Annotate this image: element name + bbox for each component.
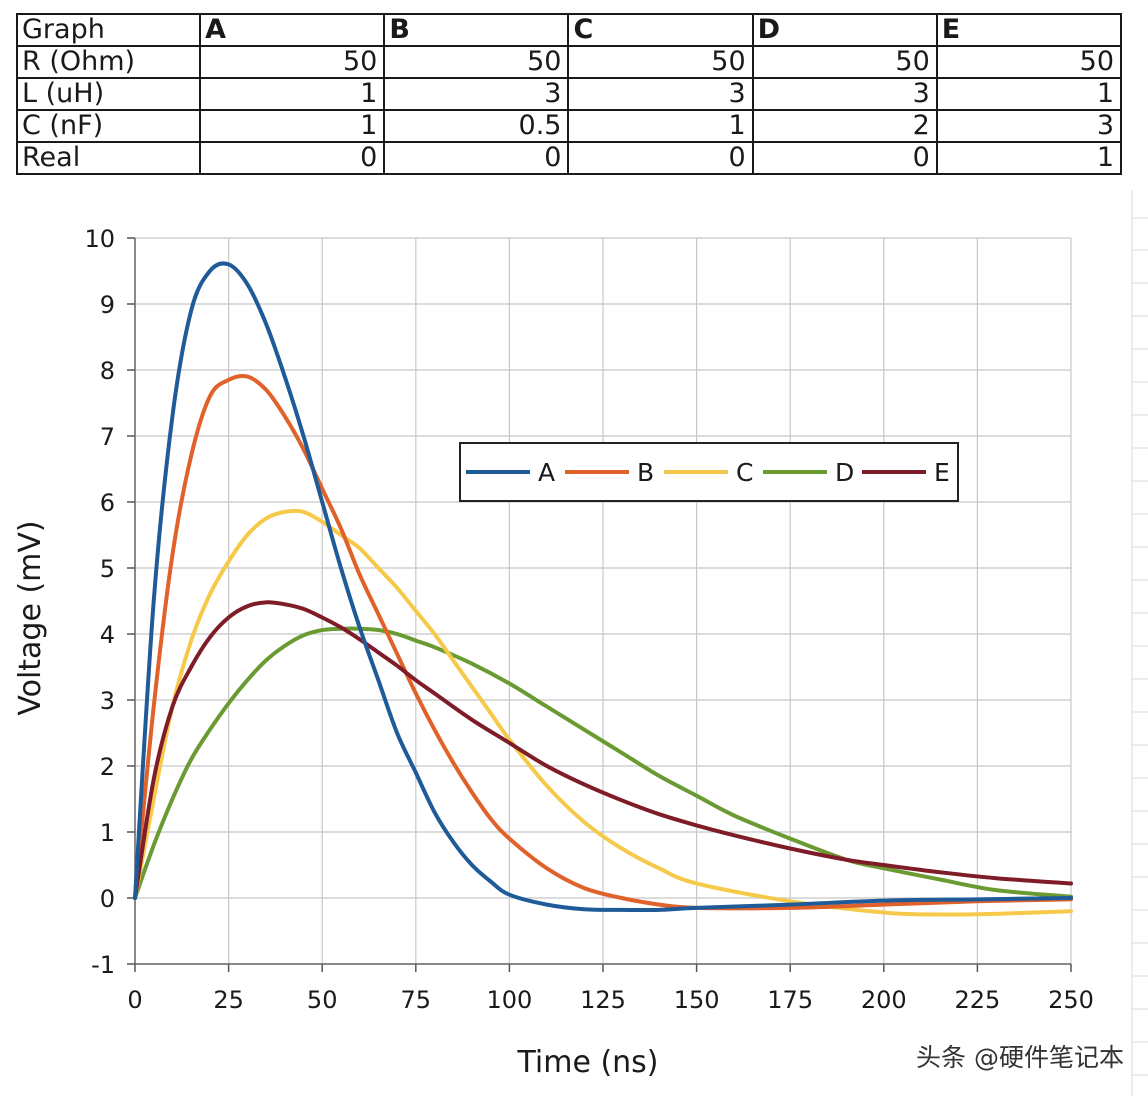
table-cell[interactable]: 1 [935, 77, 1123, 111]
legend-label-c: C [736, 458, 753, 487]
table-cell[interactable]: 1 [935, 141, 1123, 175]
x-tick-label: 150 [674, 986, 720, 1014]
table-header-cell[interactable]: C [567, 13, 754, 47]
table-cell[interactable]: 0 [751, 141, 938, 175]
y-tick-label: 7 [100, 423, 115, 451]
row-label-cell[interactable]: C (nF) [15, 109, 202, 143]
x-tick-label: 125 [580, 986, 626, 1014]
y-tick-label: 6 [100, 489, 115, 517]
series-line-e [133, 600, 1073, 900]
y-tick-label: -1 [91, 951, 115, 979]
table-cell[interactable]: 50 [751, 45, 938, 79]
table-cell[interactable]: 0 [567, 141, 754, 175]
x-tick-label: 175 [767, 986, 813, 1014]
y-tick-label: 10 [84, 225, 115, 253]
table-cell[interactable]: 0.5 [383, 109, 570, 143]
table-row: L (uH) 1 3 3 3 1 [15, 77, 1123, 111]
table-header-cell[interactable]: D [751, 13, 938, 47]
table-cell[interactable]: 3 [567, 77, 754, 111]
x-tick-label: 75 [401, 986, 432, 1014]
legend-label-e: E [934, 458, 950, 487]
table-cell[interactable]: 3 [383, 77, 570, 111]
table-row: C (nF) 1 0.5 1 2 3 [15, 109, 1123, 143]
series-line-c [133, 508, 1073, 917]
x-tick-label: 250 [1048, 986, 1094, 1014]
row-label-cell[interactable]: L (uH) [15, 77, 202, 111]
x-tick-label: 50 [307, 986, 338, 1014]
table-header-cell[interactable]: A [199, 13, 386, 47]
table-cell[interactable]: 0 [199, 141, 386, 175]
parameters-table: Graph A B C D E R (Ohm) 50 50 50 50 50 L… [15, 13, 1123, 175]
y-tick-label: 5 [100, 555, 115, 583]
y-tick-label: 8 [100, 357, 115, 385]
y-tick-label: 3 [100, 687, 115, 715]
chart-series [133, 261, 1073, 917]
table-cell[interactable]: 50 [567, 45, 754, 79]
table-header-cell[interactable]: E [935, 13, 1123, 47]
table-header-row: Graph A B C D E [15, 13, 1123, 47]
table-cell[interactable]: 0 [383, 141, 570, 175]
x-tick-label: 0 [127, 986, 142, 1014]
table-cell[interactable]: 3 [935, 109, 1123, 143]
table-cell[interactable]: 1 [199, 77, 386, 111]
x-tick-label: 225 [954, 986, 1000, 1014]
legend-label-a: A [538, 458, 555, 487]
y-tick-label: 9 [100, 291, 115, 319]
x-tick-label: 25 [213, 986, 244, 1014]
row-label-cell[interactable]: Real [15, 141, 202, 175]
row-label-cell[interactable]: R (Ohm) [15, 45, 202, 79]
y-tick-label: 2 [100, 753, 115, 781]
series-line-d [133, 626, 1073, 900]
legend-label-d: D [835, 458, 854, 487]
table-cell[interactable]: 1 [199, 109, 386, 143]
table-cell[interactable]: 3 [751, 77, 938, 111]
table-row: R (Ohm) 50 50 50 50 50 [15, 45, 1123, 79]
y-axis-label: Voltage (mV) [13, 520, 48, 715]
y-tick-label: 0 [100, 885, 115, 913]
table-cell[interactable]: 50 [935, 45, 1123, 79]
table-cell[interactable]: 50 [199, 45, 386, 79]
x-tick-label: 200 [861, 986, 907, 1014]
table-cell[interactable]: 50 [383, 45, 570, 79]
table-row: Real 0 0 0 0 1 [15, 141, 1123, 175]
table-cell[interactable]: 2 [751, 109, 938, 143]
legend-label-b: B [637, 458, 654, 487]
series-line-a [133, 261, 1073, 913]
y-tick-label: 4 [100, 621, 115, 649]
chart-legend: A B C D E [459, 442, 959, 502]
table-header-cell[interactable]: B [383, 13, 570, 47]
table-header-cell[interactable]: Graph [15, 13, 202, 47]
table-cell[interactable]: 1 [567, 109, 754, 143]
x-tick-label: 100 [486, 986, 532, 1014]
x-axis-label: Time (ns) [516, 1045, 658, 1080]
watermark: 头条 @硬件笔记本 [916, 1043, 1124, 1072]
y-tick-label: 1 [100, 819, 115, 847]
